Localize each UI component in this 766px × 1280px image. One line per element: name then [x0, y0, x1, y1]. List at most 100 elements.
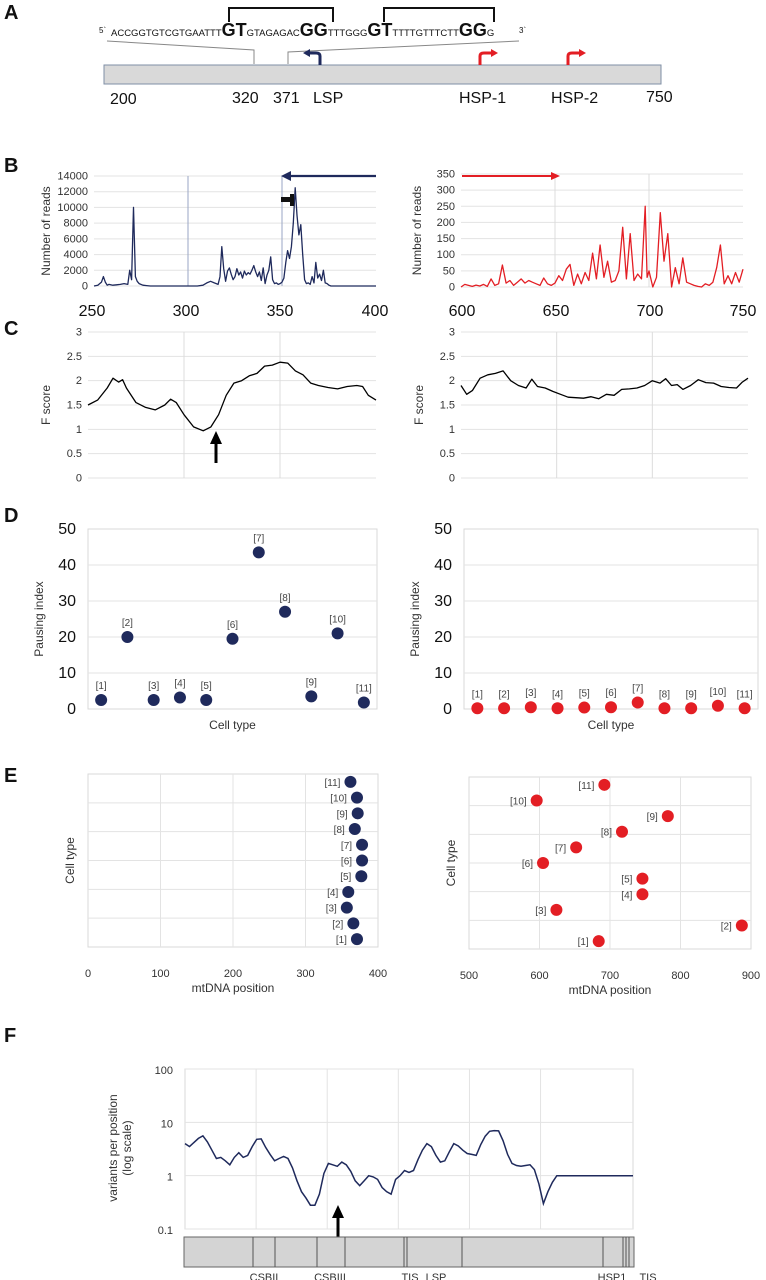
- data-point-label: [10]: [329, 614, 346, 625]
- data-point-label: [1]: [472, 689, 483, 700]
- data-point-label: [6]: [227, 620, 238, 631]
- panel-label-e: E: [4, 765, 18, 787]
- data-point: [592, 935, 605, 948]
- x-axis-label: mtDNA position: [569, 983, 652, 997]
- data-point-label: [3]: [525, 688, 536, 699]
- data-point: [121, 631, 134, 643]
- sequence-segment: TTTTGTTTCTT: [392, 28, 459, 39]
- arrowhead-left-icon: [281, 171, 291, 181]
- data-point-label: [2]: [332, 919, 343, 930]
- y-tick-label: 30: [434, 593, 452, 610]
- panel-a-map: 5` ACCGGTGTCGTGAATTTGTGTAGAGACGGTTTGGGGT…: [99, 7, 673, 108]
- lsp-arrowhead-icon: [303, 49, 310, 57]
- chart-D-left: 0 10 20 30 40 50 [1] [2] [3] [4] [5] [6] [7] [8] [9] [1…: [32, 521, 378, 732]
- chart-C-left: 0 0.5 1 1.5 2 2.5 3 F score: [39, 327, 377, 485]
- data-point-label: [1]: [578, 937, 589, 948]
- sequence-segment: G: [487, 28, 494, 39]
- y-tick-label: 0.5: [440, 448, 455, 460]
- y-tick-label: 2: [76, 375, 82, 387]
- data-point: [570, 841, 583, 854]
- data-point: [524, 701, 537, 714]
- y-tick-label: 1: [167, 1172, 173, 1184]
- track-label: TIS: [401, 1272, 418, 1280]
- y-tick-label: 2.5: [440, 351, 455, 363]
- up-arrow-icon: [332, 1205, 344, 1218]
- map-label-hsp1: HSP-1: [459, 90, 506, 107]
- x-tick-label: 100: [151, 968, 169, 980]
- data-point-label: [5]: [340, 872, 351, 883]
- y-tick-label: 2000: [64, 265, 88, 277]
- y-tick-label: 0.5: [67, 448, 82, 460]
- data-point-label: [8]: [279, 593, 290, 604]
- data-point: [173, 691, 186, 704]
- data-point-label: [9]: [306, 677, 317, 688]
- x-tick-label: 300: [173, 303, 200, 320]
- x-tick-label: 700: [637, 303, 664, 320]
- x-tick-label: 200: [224, 968, 242, 980]
- panel-label-d: D: [4, 505, 19, 527]
- x-tick-label: 900: [742, 970, 760, 982]
- data-point: [279, 605, 292, 618]
- x-tick-label: 650: [543, 303, 570, 320]
- data-point-label: [6]: [341, 857, 352, 868]
- x-axis-label: mtDNA position: [192, 981, 275, 995]
- x-tick-label: 600: [530, 970, 548, 982]
- y-tick-label: 30: [58, 593, 76, 610]
- y-tick-label: 50: [434, 521, 452, 538]
- data-point-label: [10]: [330, 794, 347, 805]
- three-prime-label: 3`: [519, 26, 526, 35]
- data-point: [578, 701, 591, 714]
- data-point: [658, 702, 671, 715]
- data-point-label: [7]: [341, 841, 352, 852]
- chart-C-right: 0 0.5 1 1.5 2 2.5 3 F score: [412, 327, 749, 485]
- data-point: [357, 696, 370, 709]
- y-tick-label: 200: [437, 217, 455, 229]
- y-tick-label: 250: [437, 201, 455, 213]
- data-point: [226, 632, 239, 645]
- chart-E-right: 500 600 700 800 900 [1] [2] [3] [4] [5] [6] [7] [8] […: [444, 776, 760, 997]
- data-point: [685, 702, 698, 715]
- y-tick-label: 100: [155, 1065, 173, 1077]
- data-point: [735, 919, 748, 932]
- y-tick-label: 0: [67, 701, 76, 718]
- y-tick-label: 100: [437, 249, 455, 261]
- y-axis-label: Number of reads: [39, 186, 53, 275]
- plot-frame: [184, 1068, 634, 1230]
- x-tick-label: 350: [267, 303, 294, 320]
- y-axis-label: variants per position: [106, 1094, 120, 1201]
- x-axis-label: Cell type: [209, 718, 256, 732]
- data-point: [550, 903, 563, 916]
- y-tick-label: 0: [449, 282, 455, 294]
- y-tick-label: 1: [449, 424, 455, 436]
- data-point: [95, 694, 108, 706]
- up-arrow-icon: [210, 431, 222, 444]
- data-point-label: [5]: [579, 689, 590, 700]
- x-axis-label: Cell type: [588, 718, 635, 732]
- y-tick-label: 40: [58, 557, 76, 574]
- data-point: [344, 775, 357, 788]
- data-point: [350, 791, 363, 804]
- promoter-sequence: ACCGGTGTCGTGAATTTGTGTAGAGACGGTTTGGGGTTTT…: [111, 20, 494, 40]
- data-point: [530, 794, 543, 807]
- data-point: [340, 901, 353, 914]
- data-point: [711, 699, 724, 712]
- series-line-reads: [93, 187, 376, 287]
- x-tick-label: 250: [79, 303, 106, 320]
- data-point-label: [7]: [555, 843, 566, 854]
- data-point: [738, 702, 751, 715]
- data-point: [631, 696, 644, 709]
- series-line-f-score: [87, 361, 377, 432]
- hsp1-promoter-arrow-icon: [478, 51, 492, 65]
- sequence-segment: GTAGAGAC: [247, 28, 300, 39]
- sequence-motif: GT: [367, 20, 392, 40]
- data-point-label: [10]: [710, 687, 727, 698]
- y-axis-label: F score: [39, 385, 53, 425]
- data-point-label: [3]: [326, 904, 337, 915]
- data-point-label: [2]: [122, 618, 133, 629]
- hsp1-arrowhead-icon: [491, 49, 498, 57]
- data-point-label: [5]: [201, 681, 212, 692]
- data-point: [305, 690, 318, 703]
- gt-gg-bracket-2: [383, 7, 495, 22]
- data-point-label: [11]: [578, 781, 594, 792]
